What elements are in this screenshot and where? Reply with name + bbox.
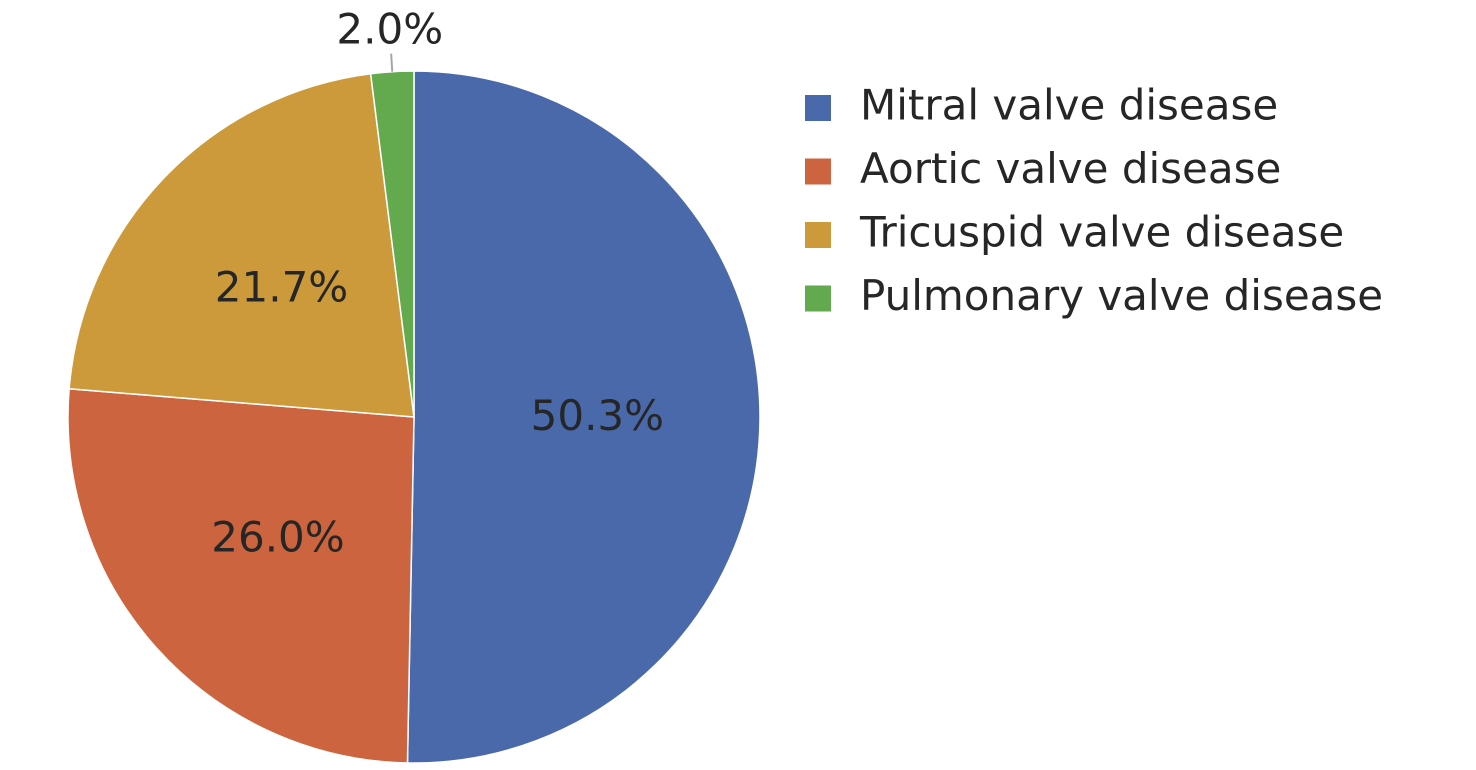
legend-label: Mitral valve disease — [860, 81, 1278, 130]
leader-line — [390, 53, 394, 72]
pie-slice — [369, 70, 415, 418]
legend-label: Aortic valve disease — [860, 144, 1281, 193]
pie-slice — [68, 72, 415, 418]
data-label: 26.0% — [211, 512, 344, 561]
legend-label: Pulmonary valve disease — [860, 271, 1383, 320]
legend-swatch — [805, 95, 831, 121]
data-label: 2.0% — [336, 4, 443, 53]
data-label: 50.3% — [531, 391, 664, 440]
data-label: 21.7% — [215, 263, 348, 312]
legend-swatch — [805, 158, 831, 185]
pie-slice — [406, 70, 761, 764]
pie-slice — [67, 387, 415, 764]
legend-label: Tricuspid valve disease — [859, 208, 1344, 257]
legend-swatch — [805, 222, 831, 248]
legend-swatch — [805, 285, 831, 312]
